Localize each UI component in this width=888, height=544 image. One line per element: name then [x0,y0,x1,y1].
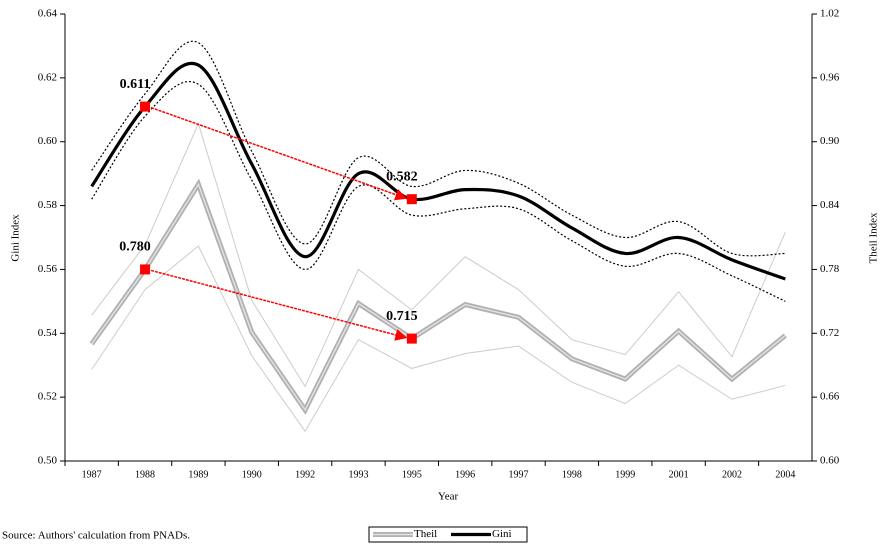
legend-label: Theil [414,528,437,540]
x-tick-label: 2002 [722,469,742,480]
x-tick-label: 1992 [295,469,315,480]
x-tick-label: 1999 [615,469,635,480]
legend-box [368,526,528,543]
annotation-marker [140,264,151,275]
x-tick-label: 1997 [509,469,529,480]
annotation-marker [406,333,417,344]
x-tick-label: 1989 [188,469,208,480]
y2-tick-label: 0.96 [820,71,840,83]
annotation-arrow [150,106,408,201]
annotation-marker [140,101,151,112]
x-tick-label: 1993 [348,469,368,480]
x-tick-label: 2004 [775,469,795,480]
x-tick-label: 1995 [402,469,422,480]
y-tick-label: 0.50 [38,455,58,467]
annotation-label: 0.611 [120,77,151,92]
source-note: Source: Authors' calculation from PNADs. [2,530,190,542]
x-tick-label: 1996 [455,469,475,480]
annotation-marker [406,194,417,205]
legend-label: Gini [492,528,512,540]
annotation-label: 0.715 [386,309,418,324]
y2-tick-label: 0.60 [820,455,840,467]
y-tick-label: 0.52 [38,391,57,403]
series-line [90,61,786,281]
y2-tick-label: 0.66 [820,391,840,403]
y-tick-label: 0.62 [38,71,57,83]
series-line [91,122,786,388]
x-tick-label: 2001 [669,469,689,480]
y-tick-label: 0.58 [38,199,58,211]
annotation-label: 0.582 [386,169,418,184]
x-tick-label: 1998 [562,469,582,480]
y2-tick-label: 0.84 [820,199,840,211]
x-tick-label: 1988 [135,469,155,480]
x-tick-label: 1990 [242,469,262,480]
y-tick-label: 0.64 [38,8,58,20]
y2-tick-label: 0.78 [820,263,840,275]
y-tick-label: 0.56 [38,263,58,275]
x-axis-title: Year [438,491,459,503]
series-line-inner [91,182,786,412]
series-line [89,178,787,415]
series-line [91,40,786,257]
series-line [91,81,786,302]
annotation-label: 0.780 [119,240,151,255]
y2-tick-label: 0.90 [820,135,840,147]
y2-tick-label: 0.72 [820,327,839,339]
y-tick-label: 0.54 [38,327,58,339]
series-line [91,245,786,433]
y2-tick-label: 1.02 [820,8,839,20]
y-axis-title: Gini Index [10,214,22,262]
y-tick-label: 0.60 [38,135,58,147]
y2-axis-title: Theil Index [868,212,880,264]
x-tick-label: 1987 [82,469,102,480]
annotation-arrow [150,269,408,341]
